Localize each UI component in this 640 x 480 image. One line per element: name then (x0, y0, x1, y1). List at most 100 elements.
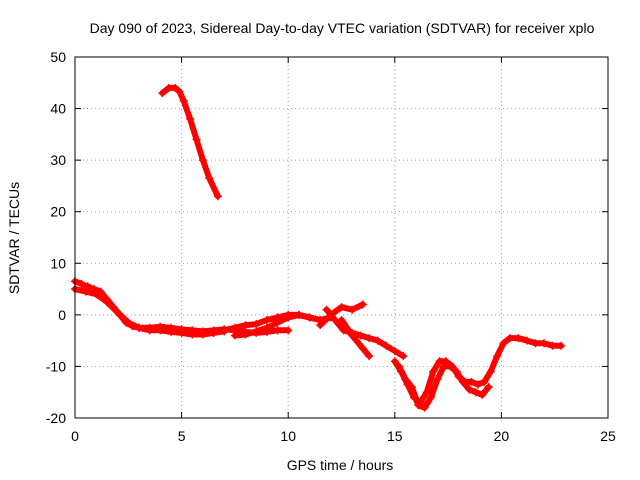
data-point (230, 323, 239, 332)
x-tick-label: 5 (178, 428, 186, 444)
data-point (427, 393, 436, 402)
y-tick-label: 50 (50, 49, 66, 65)
data-point (77, 279, 86, 288)
x-tick-label: 0 (71, 428, 79, 444)
series-line (323, 306, 407, 360)
data-point (358, 300, 367, 309)
axes: 0 5 10 15 20 25 -20 -10 0 10 20 30 40 50 (46, 49, 616, 444)
data-point (284, 313, 293, 322)
data-point (124, 318, 133, 327)
data-point (473, 380, 482, 389)
data-point (316, 321, 325, 330)
data-point (241, 321, 250, 330)
data-point (305, 313, 314, 322)
series-arc-afternoon-c (337, 316, 374, 361)
series-layer (71, 83, 566, 412)
data-point (241, 330, 250, 339)
data-point (102, 297, 111, 306)
data-point (337, 303, 346, 312)
data-point (467, 377, 476, 386)
data-point (171, 83, 180, 92)
y-tick-label: -10 (46, 358, 66, 374)
data-point (252, 320, 261, 329)
data-point (452, 367, 461, 376)
data-point (209, 328, 218, 337)
data-point (531, 339, 540, 348)
data-point (186, 114, 195, 123)
data-point (407, 383, 416, 392)
data-point (188, 330, 197, 339)
data-point (213, 192, 222, 201)
data-point (337, 316, 346, 325)
data-point (179, 96, 188, 105)
data-point (557, 341, 566, 350)
data-point (390, 346, 399, 355)
data-point (365, 334, 374, 343)
data-point (192, 135, 201, 144)
data-point (252, 327, 261, 336)
data-point (262, 323, 271, 332)
y-tick-label: 0 (58, 307, 66, 323)
x-tick-label: 15 (387, 428, 403, 444)
x-tick-label: 10 (280, 428, 296, 444)
data-point (177, 328, 186, 337)
data-point (220, 326, 229, 335)
data-point (166, 327, 175, 336)
data-point (459, 377, 468, 386)
series-line (338, 317, 373, 360)
data-point (522, 336, 531, 345)
x-tick-label: 20 (494, 428, 510, 444)
data-point (471, 388, 480, 397)
data-point (422, 388, 431, 397)
data-point (420, 403, 429, 412)
y-tick-label: 10 (50, 255, 66, 271)
data-point (499, 339, 508, 348)
data-point (262, 316, 271, 325)
data-point (514, 334, 523, 343)
data-point (548, 341, 557, 350)
data-point (113, 308, 122, 317)
series-arc-midday-2 (230, 310, 325, 340)
data-point (273, 318, 282, 327)
data-point (433, 375, 442, 384)
data-point (348, 305, 357, 314)
y-tick-label: 20 (50, 204, 66, 220)
data-point (399, 352, 408, 361)
data-point (486, 367, 495, 376)
data-point (401, 375, 410, 384)
data-point (158, 89, 167, 98)
data-point (480, 377, 489, 386)
data-point (465, 385, 474, 394)
y-tick-label: 30 (50, 152, 66, 168)
chart-title: Day 090 of 2023, Sidereal Day-to-day VTE… (90, 20, 595, 36)
data-point (348, 331, 357, 340)
data-point (294, 310, 303, 319)
data-point (478, 390, 487, 399)
series-arc-high (158, 83, 222, 201)
data-point (373, 336, 382, 345)
y-tick-label: 40 (50, 101, 66, 117)
data-point (273, 326, 282, 335)
data-point (390, 357, 399, 366)
data-point (134, 323, 143, 332)
data-point (92, 290, 101, 299)
data-point (198, 156, 207, 165)
x-axis-label: GPS time / hours (287, 457, 394, 473)
y-axis-label: SDTVAR / TECUs (6, 182, 22, 294)
data-point (540, 339, 549, 348)
data-point (230, 331, 239, 340)
data-point (493, 352, 502, 361)
data-point (358, 344, 367, 353)
data-point (414, 401, 423, 410)
data-point (81, 287, 90, 296)
data-point (365, 352, 374, 361)
series-arc-afternoon-b (322, 305, 408, 361)
data-point (156, 326, 165, 335)
data-point (284, 326, 293, 335)
grid (75, 57, 608, 418)
data-point (175, 87, 184, 96)
data-point (205, 174, 214, 183)
data-point (322, 305, 331, 314)
y-tick-label: -20 (46, 410, 66, 426)
